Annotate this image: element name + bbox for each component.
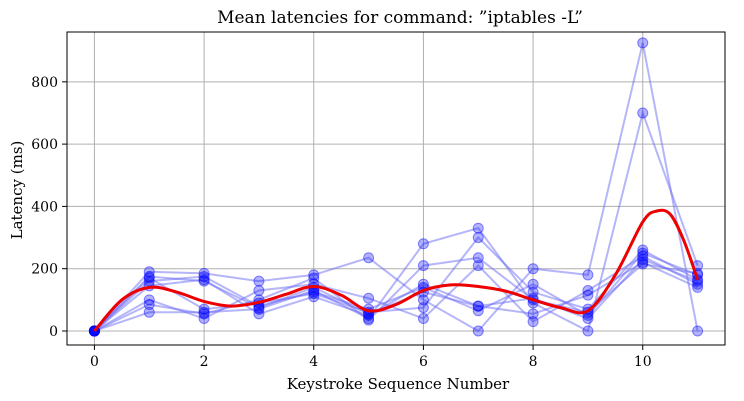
trial-point <box>527 308 539 320</box>
mean-curve-layer <box>93 208 699 332</box>
trial-point <box>308 272 320 284</box>
trial-point <box>637 244 649 256</box>
trial-point <box>253 303 265 315</box>
trial-point <box>198 308 210 320</box>
trial-point <box>637 247 649 259</box>
trial-point <box>637 107 649 119</box>
trial-line-1 <box>93 42 699 333</box>
trial-point <box>527 316 539 328</box>
plot-frame <box>66 31 726 346</box>
trial-point <box>363 314 375 326</box>
trial-point <box>417 313 429 325</box>
trial-point <box>582 269 594 281</box>
trial-line-3 <box>93 255 699 332</box>
trial-point <box>143 294 155 306</box>
trial-point <box>417 260 429 272</box>
chart-title: Mean latencies for command: ”iptables -L… <box>217 8 583 28</box>
y-tick-label: 0 <box>49 324 58 340</box>
x-tick-label: 4 <box>309 354 318 370</box>
trial-point <box>363 292 375 304</box>
trial-point <box>472 300 484 312</box>
trial-point <box>253 308 265 320</box>
trial-point <box>198 267 210 279</box>
trial-point <box>363 313 375 325</box>
trial-point <box>582 289 594 301</box>
trial-point <box>692 325 704 337</box>
x-axis-label: Keystroke Sequence Number <box>287 375 510 393</box>
trial-point <box>253 284 265 296</box>
trial-point <box>198 313 210 325</box>
trial-point <box>472 252 484 264</box>
trial-lines <box>93 42 699 333</box>
mean-curve <box>93 208 699 332</box>
trial-point <box>417 302 429 314</box>
trial-point <box>308 291 320 303</box>
trial-point <box>198 275 210 287</box>
trial-point <box>472 260 484 272</box>
trial-point <box>692 281 704 293</box>
x-tick-label: 0 <box>90 354 99 370</box>
trial-point <box>198 274 210 286</box>
trial-point <box>143 299 155 311</box>
trial-point <box>527 286 539 298</box>
trial-point <box>198 306 210 318</box>
trial-point <box>472 300 484 312</box>
y-tick-label: 600 <box>31 137 58 153</box>
trial-point <box>143 270 155 282</box>
trial-point <box>582 313 594 325</box>
trial-point <box>143 272 155 284</box>
axes-frame <box>66 31 726 346</box>
x-tick-label: 6 <box>419 354 428 370</box>
y-tick-label: 400 <box>31 199 58 215</box>
trial-point <box>417 294 429 306</box>
trial-point <box>198 270 210 282</box>
trial-point <box>472 305 484 317</box>
trial-point <box>527 278 539 290</box>
trial-point <box>637 253 649 265</box>
x-tick-label: 8 <box>529 354 538 370</box>
trial-point <box>417 238 429 250</box>
y-tick-label: 800 <box>31 75 58 91</box>
tick-labels: 0 2 4 6 8 10 0 200 400 600 800 <box>31 75 651 370</box>
trial-point <box>143 306 155 318</box>
trial-point <box>308 288 320 300</box>
trial-point <box>637 250 649 262</box>
trial-point <box>308 269 320 281</box>
trial-point <box>143 266 155 278</box>
trial-point <box>637 258 649 270</box>
trial-line-7 <box>93 251 698 332</box>
x-tick-label: 10 <box>634 354 652 370</box>
trial-point <box>637 256 649 268</box>
trial-point <box>472 325 484 337</box>
trial-point <box>198 303 210 315</box>
trial-point <box>472 232 484 244</box>
trial-point <box>582 284 594 296</box>
trial-point <box>363 252 375 264</box>
trial-point <box>253 275 265 287</box>
trial-point <box>637 37 649 49</box>
trial-point <box>582 325 594 337</box>
y-tick-label: 200 <box>31 262 58 278</box>
trial-point <box>472 222 484 234</box>
trial-line-4 <box>93 236 699 332</box>
grid <box>67 32 725 345</box>
trial-point <box>527 263 539 275</box>
x-tick-label: 2 <box>200 354 209 370</box>
y-axis-label: Latency (ms) <box>8 141 26 240</box>
